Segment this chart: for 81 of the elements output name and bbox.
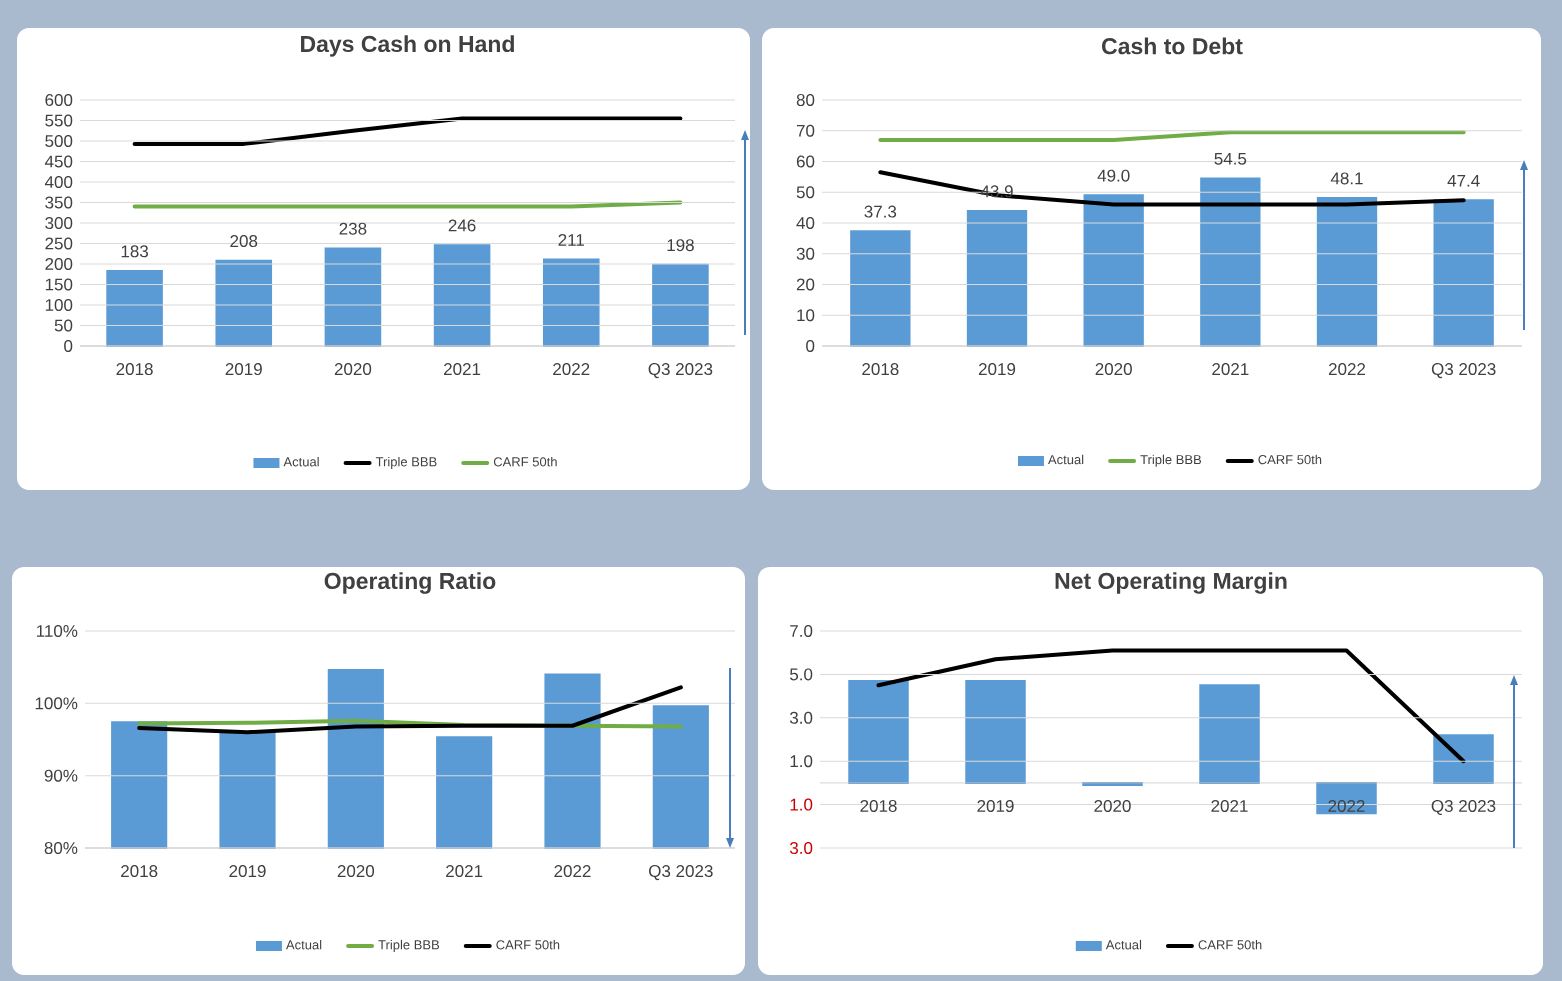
y-tick-label: 10 (797, 309, 815, 322)
legend-label: Triple BBB (378, 939, 440, 952)
legend-label: Actual (283, 456, 319, 467)
x-tick-label: 2020 (1094, 799, 1131, 812)
data-label: 54.5 (1214, 152, 1247, 165)
legend-label: CARF 50th (493, 456, 557, 467)
y-tick-label: 80 (796, 93, 815, 107)
y-tick-label: 1.0 (790, 798, 813, 811)
x-tick-label: 2018 (121, 865, 158, 878)
x-tick-label: Q3 2023 (649, 865, 713, 881)
data-label: 208 (230, 235, 258, 248)
y-tick-label: 100% (35, 697, 78, 710)
data-label: 47.4 (1447, 174, 1480, 187)
x-tick-label: 2022 (1328, 363, 1366, 376)
y-tick-label: 250 (45, 237, 73, 250)
y-tick-label: 500 (45, 135, 73, 148)
legend-label: Actual (1105, 939, 1142, 950)
legend-label: CARF 50th (496, 939, 560, 950)
data-label: 37.3 (864, 205, 897, 218)
x-tick-label: 2018 (860, 799, 897, 812)
legend-label: Actual (1048, 454, 1084, 465)
chart-title: Net Operating Margin (1055, 572, 1287, 594)
legend-label: CARF 50th (1258, 454, 1322, 465)
y-tick-label: 400 (44, 176, 73, 189)
legend-label: Actual (285, 939, 322, 950)
y-tick-label: 90% (44, 769, 78, 782)
y-tick-label: 3.0 (789, 841, 813, 855)
data-label: 183 (121, 245, 149, 258)
chart-title: Days Cash on Hand (301, 35, 514, 57)
x-tick-label: 2019 (977, 799, 1014, 812)
y-tick-label: 600 (45, 94, 73, 107)
data-label: 211 (558, 233, 584, 246)
x-tick-label: 2022 (553, 363, 590, 376)
x-tick-label: 2021 (446, 865, 483, 878)
x-tick-label: 2019 (225, 363, 262, 376)
x-tick-label: Q3 2023 (1431, 799, 1496, 816)
x-tick-label: 2021 (1211, 799, 1248, 812)
y-tick-label: 70 (796, 124, 815, 137)
y-tick-label: 40 (796, 216, 815, 230)
y-tick-label: 7.0 (790, 624, 813, 637)
legend-label: Triple BBB (375, 456, 437, 469)
data-label: 246 (448, 219, 476, 232)
y-tick-label: 20 (796, 278, 815, 291)
x-tick-label: 2021 (1212, 363, 1249, 376)
y-tick-label: 1.0 (790, 755, 813, 768)
x-tick-label: 2018 (862, 363, 899, 376)
data-label: 49.0 (1097, 169, 1130, 182)
y-tick-label: 110% (37, 625, 78, 638)
chart-title: Cash to Debt (1102, 37, 1243, 55)
x-tick-label: 2019 (229, 865, 266, 878)
y-tick-label: 100 (45, 299, 73, 312)
x-tick-label: 2021 (444, 363, 481, 376)
chart-title: Operating Ratio (324, 572, 496, 594)
x-tick-label: 2020 (1095, 363, 1132, 376)
y-tick-label: 80% (44, 842, 78, 855)
legend-label: Triple BBB (1140, 454, 1202, 467)
y-tick-label: 0 (64, 339, 73, 353)
data-label: 238 (339, 222, 367, 235)
y-tick-label: 3.0 (789, 711, 813, 724)
y-tick-label: 50 (796, 186, 815, 199)
x-tick-label: 2020 (337, 865, 375, 878)
x-tick-label: Q3 2023 (648, 363, 713, 379)
y-tick-label: 50 (54, 319, 73, 332)
y-tick-label: 450 (44, 155, 73, 168)
x-tick-label: 2020 (334, 363, 372, 376)
y-tick-label: 150 (45, 278, 73, 291)
y-tick-label: 5.0 (790, 668, 813, 681)
y-tick-label: 30 (796, 247, 815, 260)
y-tick-label: 300 (45, 217, 73, 230)
y-tick-label: 0 (806, 339, 815, 353)
y-tick-label: 550 (45, 114, 73, 127)
y-tick-label: 60 (796, 155, 815, 168)
y-tick-label: 200 (45, 258, 73, 271)
x-tick-label: 2018 (116, 363, 153, 376)
x-tick-label: Q3 2023 (1431, 363, 1496, 379)
legend-label: CARF 50th (1198, 939, 1262, 950)
x-tick-label: 2019 (978, 363, 1016, 376)
y-tick-label: 350 (45, 196, 73, 209)
data-label: 48.1 (1330, 172, 1363, 185)
x-tick-label: 2022 (554, 865, 591, 878)
data-label: 198 (667, 239, 694, 252)
